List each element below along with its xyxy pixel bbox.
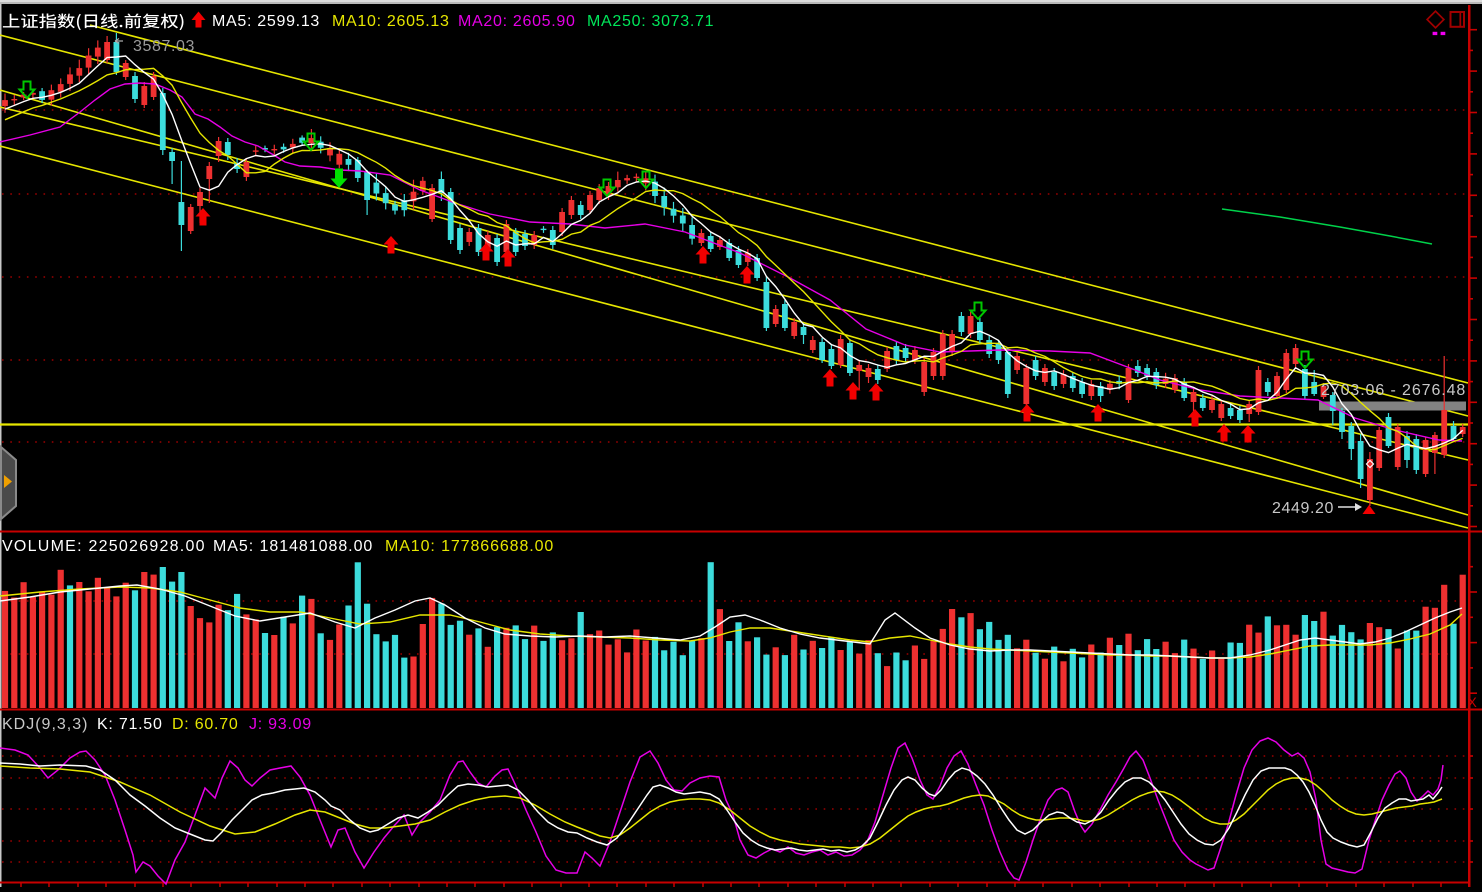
svg-text:3587.03: 3587.03 xyxy=(133,38,195,55)
svg-text:MA20: 2605.90: MA20: 2605.90 xyxy=(458,13,576,30)
svg-text:J: 93.09: J: 93.09 xyxy=(249,716,312,733)
svg-text:X: X xyxy=(1468,694,1478,710)
svg-text:VOLUME: 225026928.00: VOLUME: 225026928.00 xyxy=(2,538,206,555)
svg-text:MA10: 2605.13: MA10: 2605.13 xyxy=(332,13,450,30)
svg-text:MA5: 181481088.00: MA5: 181481088.00 xyxy=(213,538,373,555)
svg-text:MA5: 2599.13: MA5: 2599.13 xyxy=(212,13,320,30)
svg-text:K: 71.50: K: 71.50 xyxy=(97,716,163,733)
svg-text:D: 60.70: D: 60.70 xyxy=(172,716,238,733)
svg-text:2703.06 - 2676.48: 2703.06 - 2676.48 xyxy=(1321,382,1466,399)
svg-text:MA250: 3073.71: MA250: 3073.71 xyxy=(587,13,714,30)
svg-text:KDJ(9,3,3): KDJ(9,3,3) xyxy=(2,716,88,733)
svg-text:MA10: 177866688.00: MA10: 177866688.00 xyxy=(385,538,554,555)
svg-text:2449.20: 2449.20 xyxy=(1272,500,1334,517)
